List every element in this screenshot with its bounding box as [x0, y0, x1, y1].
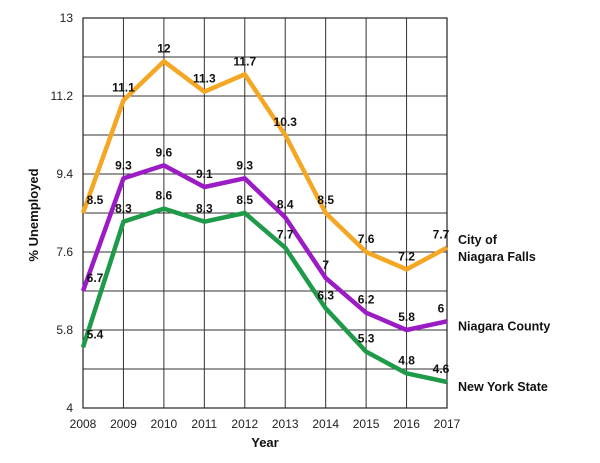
x-tick-label: 2015 — [353, 417, 380, 431]
data-label: 7 — [322, 258, 329, 272]
data-label: 11.1 — [112, 80, 135, 94]
data-label: 10.3 — [274, 115, 298, 129]
y-tick-label: 5.8 — [56, 323, 73, 337]
data-label: 9.6 — [156, 145, 173, 159]
y-axis-ticks: 4 5.8 7.6 9.4 11.2 13 — [51, 11, 74, 415]
y-tick-label: 11.2 — [51, 89, 74, 103]
x-tick-label: 2014 — [312, 417, 339, 431]
data-label: 6 — [438, 301, 445, 315]
series-name-label: Niagara Falls — [458, 250, 536, 264]
series-line-niagara-county — [80, 163, 448, 333]
y-tick-label: 13 — [60, 11, 74, 25]
data-label: 8.5 — [236, 193, 253, 207]
data-label: 9.3 — [236, 158, 253, 172]
data-label: 11.7 — [233, 54, 256, 68]
data-labels: 8.5 11.1 12 11.3 11.7 10.3 8.5 7.6 7.2 7.7 6.7 9.3 9… — [87, 41, 450, 376]
data-label: 7.7 — [277, 228, 294, 242]
series-name-label: New York State — [458, 380, 548, 394]
data-label: 8.5 — [317, 193, 334, 207]
x-tick-label: 2013 — [272, 417, 299, 431]
series-name-label: Niagara County — [458, 319, 550, 333]
y-axis-title: % Unemployed — [26, 168, 41, 261]
data-label: 4.8 — [398, 353, 415, 367]
data-label: 12 — [157, 41, 171, 55]
x-tick-label: 2009 — [110, 417, 137, 431]
data-label: 7.7 — [433, 228, 450, 242]
data-label: 6.3 — [317, 288, 334, 302]
data-label: 7.2 — [398, 249, 415, 263]
data-label: 8.4 — [277, 197, 294, 211]
series-name-label: City of — [458, 233, 498, 247]
data-label: 7.6 — [358, 232, 375, 246]
data-label: 8.6 — [156, 189, 173, 203]
data-label: 6.7 — [87, 271, 104, 285]
data-label: 9.1 — [196, 167, 213, 181]
x-tick-label: 2017 — [434, 417, 461, 431]
data-label: 4.6 — [433, 362, 450, 376]
data-label: 5.3 — [358, 332, 375, 346]
x-tick-label: 2011 — [191, 417, 217, 431]
data-label: 9.3 — [115, 158, 132, 172]
x-axis-title: Year — [251, 435, 278, 450]
y-tick-label: 4 — [66, 401, 73, 415]
x-tick-label: 2012 — [231, 417, 258, 431]
y-tick-label: 9.4 — [56, 167, 73, 181]
series-lines — [80, 59, 449, 385]
series-name-labels: City of Niagara Falls Niagara County New Yo… — [458, 233, 550, 394]
gridlines — [82, 17, 448, 409]
data-label: 5.8 — [398, 310, 415, 324]
data-label: 8.3 — [196, 202, 213, 216]
data-label: 5.4 — [87, 327, 104, 341]
x-tick-label: 2010 — [151, 417, 178, 431]
x-tick-label: 2008 — [70, 417, 97, 431]
y-tick-label: 7.6 — [56, 245, 73, 259]
series-line-new-york-state — [80, 206, 448, 385]
x-tick-label: 2016 — [393, 417, 420, 431]
data-label: 8.5 — [87, 193, 104, 207]
data-label: 6.2 — [358, 293, 375, 307]
data-label: 11.3 — [193, 72, 216, 86]
data-label: 8.3 — [115, 202, 132, 216]
x-axis-ticks: 2008 2009 2010 2011 2012 2013 2014 2015 2016 2017 — [70, 417, 461, 431]
series-line-city-of-niagara-falls — [80, 59, 449, 272]
